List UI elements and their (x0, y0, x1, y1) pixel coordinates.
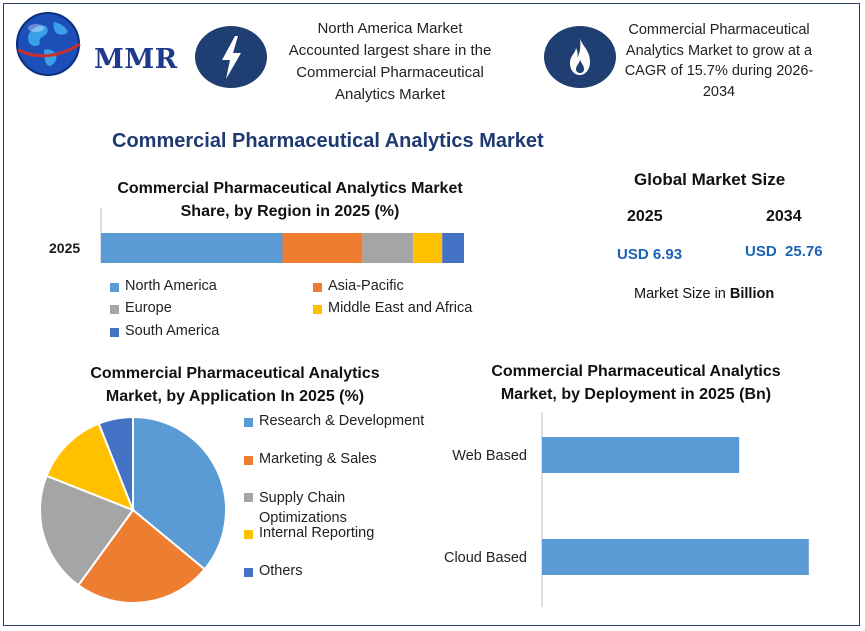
legend-item-research-development: Research & Development (244, 413, 424, 429)
year-2034: 2034 (766, 208, 802, 225)
application-chart-title: Commercial Pharmaceutical Analytics Mark… (90, 365, 380, 405)
pie-slice-others (97, 415, 134, 511)
deployment-bar-cloud-based (542, 539, 809, 575)
region-bar-segment-europe (362, 233, 414, 263)
region-chart-title: Commercial Pharmaceutical Analytics Mark… (117, 180, 463, 220)
deployment-chart-title: Commercial Pharmaceutical Analytics Mark… (491, 363, 781, 403)
region-bar-segment-middle-east-and-africa (413, 233, 443, 263)
highlight-1-badge (195, 26, 267, 88)
deployment-bar-web-based (542, 437, 740, 473)
region-stacked-bar-chart (100, 208, 464, 263)
market-size-note: Market Size in Billion (634, 286, 775, 302)
region-bar-segment-south-america (442, 233, 464, 263)
legend-item-middle-east-africa: Middle East and Africa (313, 300, 472, 316)
legend-item-internal-reporting: Internal Reporting (244, 525, 374, 541)
pie-slice-internal-reporting (45, 422, 135, 512)
logo: MMR (14, 10, 184, 78)
region-bar-segment-north-america (101, 233, 283, 263)
page-title: Commercial Pharmaceutical Analytics Mark… (112, 130, 544, 152)
highlight-1-text: North America Market Accounted largest s… (288, 20, 492, 103)
legend-item-marketing-sales: Marketing & Sales (244, 451, 377, 467)
region-legend: North America Asia-Pacific Europe Middle… (110, 278, 530, 344)
value-2034: USD 25.76 (745, 243, 823, 260)
pie-slice-supply-chain-optimizations (39, 474, 135, 587)
lightning-icon (222, 36, 241, 79)
pie-slice-research-development (132, 415, 227, 571)
region-bar-segment-asia-pacific (282, 233, 363, 263)
year-2025: 2025 (627, 208, 663, 225)
application-legend: Research & Development Marketing & Sales… (244, 413, 444, 593)
infographic-frame (3, 3, 860, 626)
legend-item-others: Others (244, 563, 303, 579)
deployment-bar-chart: Web Based Cloud Based (444, 412, 809, 607)
deployment-category-label: Cloud Based (444, 550, 527, 566)
application-pie-chart (39, 415, 227, 604)
flame-icon (570, 38, 590, 75)
global-market-title: Global Market Size (634, 170, 786, 189)
logo-text: MMR (94, 44, 178, 75)
highlight-2-badge (544, 26, 616, 88)
region-category-label: 2025 (49, 240, 81, 256)
globe-icon (16, 12, 81, 76)
legend-item-north-america: North America (110, 278, 217, 294)
legend-item-asia-pacific: Asia-Pacific (313, 278, 404, 294)
deployment-category-label: Web Based (452, 448, 527, 464)
legend-item-supply-chain: Supply Chain Optimizations (244, 488, 347, 528)
highlight-2-text: Commercial Pharmaceutical Analytics Mark… (624, 22, 814, 100)
pie-slice-marketing-sales (76, 508, 207, 604)
legend-item-south-america: South America (110, 323, 219, 339)
value-2025: USD 6.93 (617, 246, 683, 263)
legend-item-europe: Europe (110, 300, 172, 316)
